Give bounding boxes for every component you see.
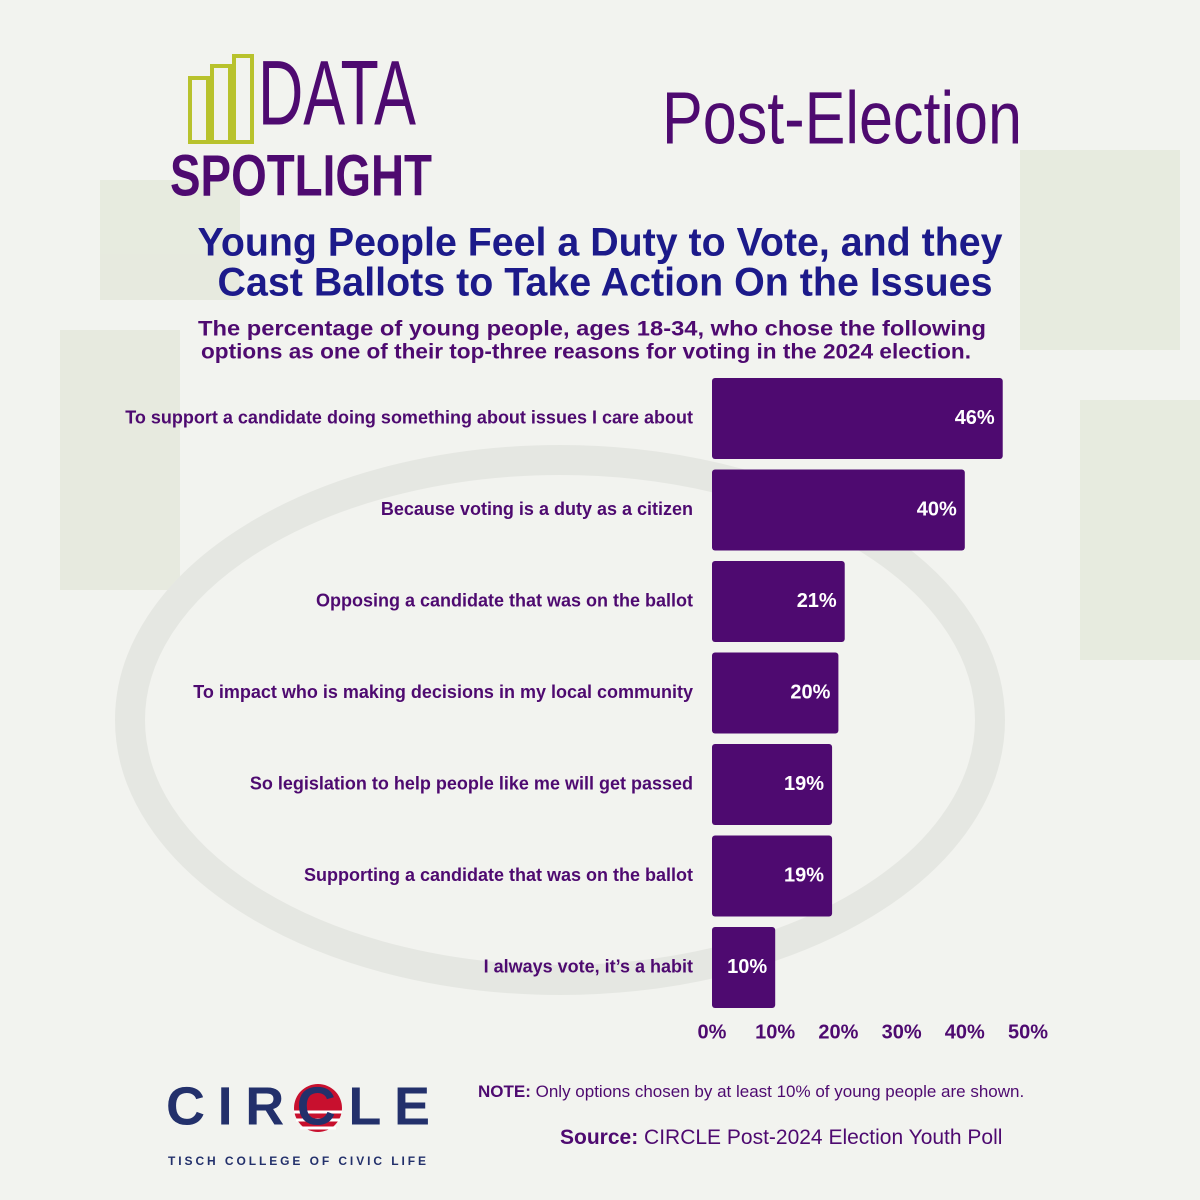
note-text: Only options chosen by at least 10% of y… — [536, 1082, 1025, 1101]
bar — [712, 835, 833, 917]
x-tick-label: 0% — [698, 1021, 727, 1043]
source-text: CIRCLE Post-2024 Election Youth Poll — [644, 1126, 1002, 1149]
tag: Post-Election — [662, 77, 1022, 160]
logo-data: DATA — [258, 42, 416, 144]
value-label: 10% — [727, 956, 767, 978]
logo-stripes — [294, 1110, 342, 1130]
x-tick-label: 50% — [1008, 1021, 1048, 1043]
chart-title: Young People Feel a Duty to Vote, and th… — [198, 221, 1004, 265]
source-label: Source: — [560, 1126, 638, 1149]
bar — [712, 652, 839, 734]
category-label: So legislation to help people like me wi… — [250, 773, 693, 793]
source: Source: CIRCLE Post-2024 Election Youth … — [560, 1126, 1002, 1149]
plot: 0% 10% 20% 30% 40% 50% 46% To support a candida… — [125, 378, 1048, 1043]
chart-title: Cast Ballots to Take Action On the Issue… — [218, 261, 993, 305]
background-decor — [60, 150, 1200, 995]
logo-icon — [188, 54, 254, 144]
chart-subtitle: options as one of their top-three reason… — [201, 341, 971, 364]
category-label: Because voting is a duty as a citizen — [381, 499, 693, 519]
bar — [712, 927, 776, 1008]
x-tick-label: 40% — [945, 1021, 985, 1043]
value-label: 21% — [797, 590, 837, 612]
category-label: To support a candidate doing something a… — [125, 407, 693, 427]
value-label: 19% — [784, 864, 824, 886]
bar — [712, 744, 833, 825]
category-label: I always vote, it’s a habit — [484, 956, 693, 976]
category-label: To impact who is making decisions in my … — [193, 682, 693, 702]
bar — [712, 561, 845, 642]
chart-subtitle: The percentage of young people, ages 18-… — [198, 318, 986, 341]
value-label: 46% — [955, 407, 995, 429]
value-label: 19% — [784, 773, 824, 795]
x-tick-label: 30% — [882, 1021, 922, 1043]
note-label: NOTE: — [478, 1082, 531, 1101]
bar — [712, 469, 965, 551]
bar — [712, 378, 1003, 459]
x-tick-label: 20% — [818, 1021, 858, 1043]
category-label: Supporting a candidate that was on the b… — [304, 865, 693, 885]
note: NOTE: Only options chosen by at least 10… — [478, 1082, 1024, 1101]
logo-subtext: TISCH COLLEGE OF CIVIC LIFE — [168, 1154, 426, 1168]
category-label: Opposing a candidate that was on the bal… — [316, 590, 693, 610]
logo-spotlight: SPOTLIGHT — [170, 143, 432, 208]
value-label: 40% — [917, 498, 957, 520]
x-tick-label: 10% — [755, 1021, 795, 1043]
value-label: 20% — [790, 681, 830, 703]
